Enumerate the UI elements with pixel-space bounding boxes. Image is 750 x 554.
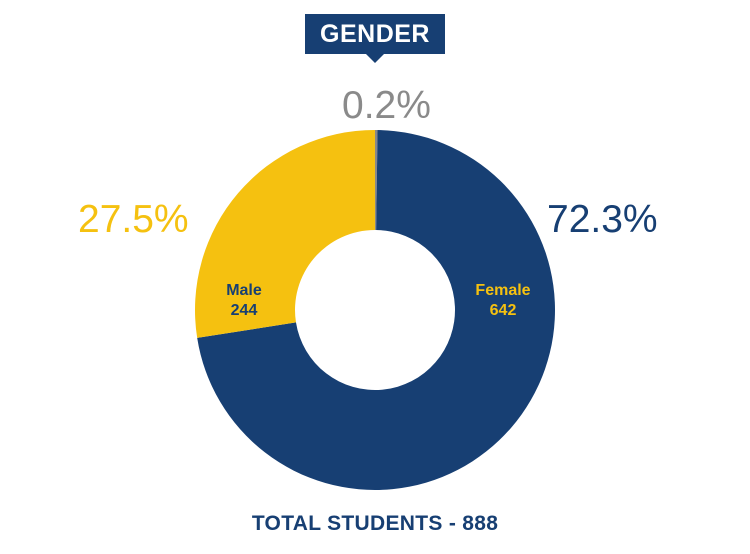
other-percent-label: 0.2% (342, 84, 431, 127)
female-slice-name: Female (475, 282, 530, 299)
total-students-label: TOTAL STUDENTS - 888 (251, 512, 499, 535)
male-slice-name: Male (226, 282, 262, 299)
female-slice (197, 130, 555, 491)
male-slice-value: 244 (231, 302, 258, 319)
title-pointer (366, 54, 384, 63)
other-slice (375, 130, 378, 231)
female-slice-value: 642 (490, 302, 517, 319)
female-percent-label: 72.3% (547, 198, 658, 241)
male-slice (195, 130, 375, 338)
male-percent-label: 27.5% (78, 198, 189, 241)
chart-title: GENDER (305, 14, 445, 54)
